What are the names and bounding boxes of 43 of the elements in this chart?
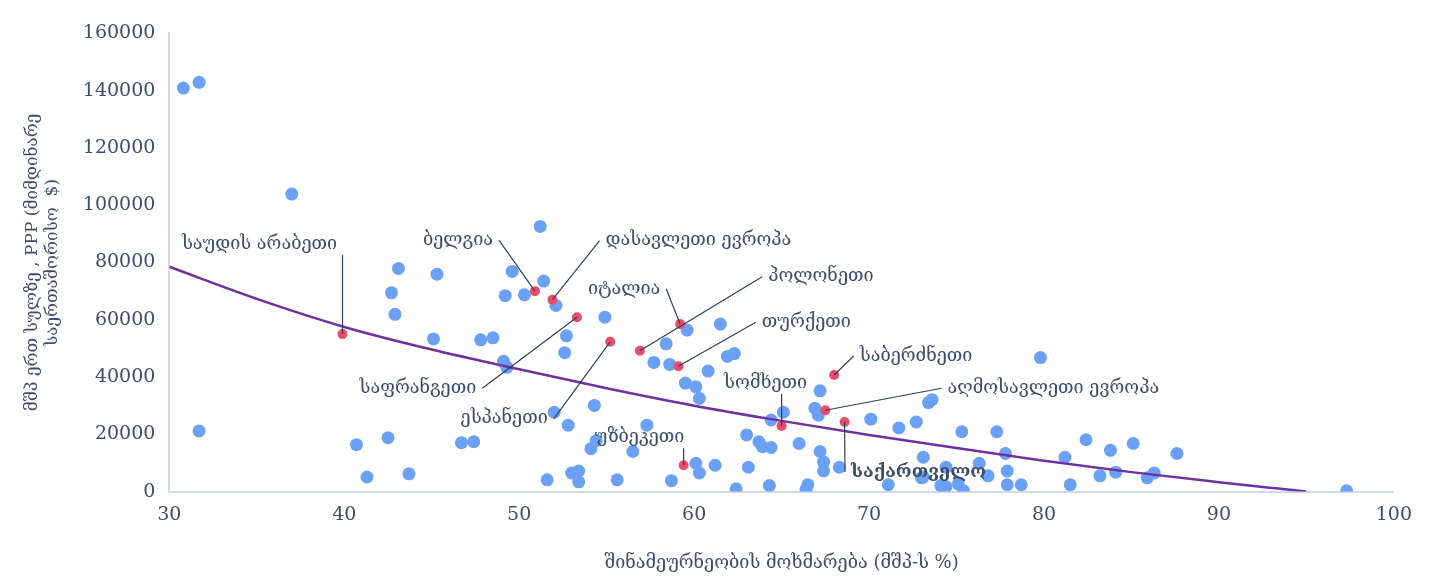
point <box>820 405 831 416</box>
x-axis-title: შინამეურნეობის მოხმარება (მშპ-ს %) <box>604 550 959 572</box>
annotation: აღმოსავლეთი ევროპა <box>947 375 1160 397</box>
x-tick-label: 40 <box>332 501 357 524</box>
x-tick-label: 70 <box>856 501 882 524</box>
annotation: ესპანეთი <box>460 406 548 428</box>
annotation: იტალია <box>588 276 661 298</box>
point <box>673 361 684 372</box>
annotation: სომხეთი <box>723 370 808 392</box>
y-tick-label: 60000 <box>94 306 156 329</box>
annotation: საბერძნეთი <box>858 343 973 365</box>
point <box>529 286 540 297</box>
y-tick-label: 160000 <box>82 20 156 43</box>
point <box>634 345 645 356</box>
y-tick-label: 0 <box>143 478 156 501</box>
point <box>678 460 689 471</box>
x-tick-label: 100 <box>1375 501 1412 524</box>
x-tick-label: 60 <box>682 501 707 524</box>
x-tick-label: 80 <box>1031 501 1057 524</box>
y-axis-title: მშპ ერთ სულზე , PPP (მიმდინარე საერთაშორისო $) <box>20 113 62 412</box>
point <box>839 417 850 428</box>
point <box>547 294 558 305</box>
point <box>571 312 582 323</box>
point <box>605 336 616 347</box>
annotation: დასავლეთი ევროპა <box>605 228 792 250</box>
x-tick-label: 30 <box>157 501 182 524</box>
annotation: საუდის არაბეთი <box>180 231 338 253</box>
y-tick-label: 120000 <box>82 134 156 157</box>
y-tick-label: 40000 <box>94 363 156 386</box>
annotation: თურქეთი <box>761 309 851 331</box>
point <box>829 370 840 381</box>
y-tick-label: 140000 <box>82 77 156 100</box>
point <box>337 329 348 340</box>
annotation: უზბეკეთი <box>594 424 685 446</box>
y-tick-label: 100000 <box>82 192 156 215</box>
annotation: ბელგია <box>422 227 493 249</box>
y-tick-label: 20000 <box>94 421 156 444</box>
line-series <box>169 265 1308 492</box>
annotation: საფრანგეთი <box>358 375 477 397</box>
x-tick-label: 90 <box>1206 501 1232 524</box>
x-tick-label: 50 <box>507 501 532 524</box>
y-tick-label: 80000 <box>94 249 156 272</box>
annotation: პოლონეთი <box>768 264 874 286</box>
